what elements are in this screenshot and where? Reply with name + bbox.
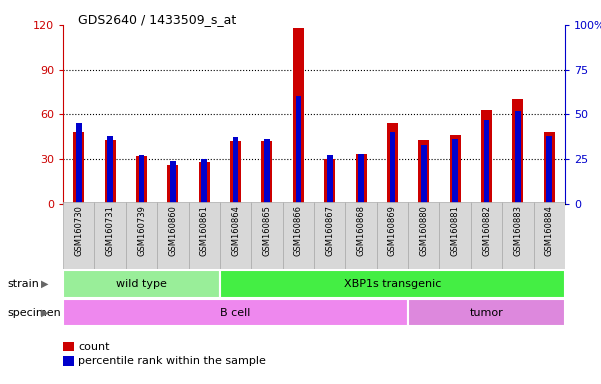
Bar xyxy=(314,202,346,269)
Bar xyxy=(136,156,147,204)
Bar xyxy=(108,136,113,204)
Text: percentile rank within the sample: percentile rank within the sample xyxy=(78,356,266,366)
Bar xyxy=(418,139,429,204)
Text: XBP1s transgenic: XBP1s transgenic xyxy=(344,279,441,289)
Bar xyxy=(471,202,502,269)
Bar xyxy=(534,202,565,269)
Bar xyxy=(439,202,471,269)
Bar xyxy=(168,165,178,204)
Text: GDS2640 / 1433509_s_at: GDS2640 / 1433509_s_at xyxy=(78,13,236,26)
Text: GSM160730: GSM160730 xyxy=(75,205,84,256)
Text: GSM160860: GSM160860 xyxy=(168,205,177,256)
Bar xyxy=(105,139,115,204)
Bar xyxy=(408,299,565,326)
Bar xyxy=(484,119,489,204)
Text: GSM160882: GSM160882 xyxy=(482,205,491,256)
Bar xyxy=(377,202,408,269)
Bar xyxy=(453,139,458,204)
Bar xyxy=(63,202,94,269)
Bar xyxy=(220,202,251,269)
Bar xyxy=(450,135,460,204)
Bar xyxy=(513,99,523,204)
Bar xyxy=(199,162,210,204)
Bar xyxy=(515,111,520,204)
Bar xyxy=(230,141,241,204)
Bar xyxy=(264,139,270,204)
Bar xyxy=(346,202,377,269)
Bar xyxy=(157,202,189,269)
Bar xyxy=(293,28,304,204)
Bar xyxy=(251,202,282,269)
Bar xyxy=(139,155,144,204)
Bar xyxy=(94,202,126,269)
Bar xyxy=(324,159,335,204)
Bar xyxy=(73,132,84,204)
Text: GSM160864: GSM160864 xyxy=(231,205,240,256)
Text: GSM160884: GSM160884 xyxy=(545,205,554,256)
Text: strain: strain xyxy=(7,279,39,289)
Text: GSM160883: GSM160883 xyxy=(513,205,522,256)
Bar xyxy=(356,154,367,204)
Bar xyxy=(421,145,427,204)
Text: tumor: tumor xyxy=(469,308,504,318)
Bar xyxy=(327,155,332,204)
Bar xyxy=(387,123,398,204)
Text: B cell: B cell xyxy=(221,308,251,318)
Text: GSM160865: GSM160865 xyxy=(263,205,272,256)
Bar xyxy=(189,202,220,269)
Bar xyxy=(170,161,175,204)
Text: GSM160867: GSM160867 xyxy=(325,205,334,256)
Text: ▶: ▶ xyxy=(41,279,48,289)
Bar xyxy=(408,202,439,269)
Text: GSM160866: GSM160866 xyxy=(294,205,303,256)
Bar xyxy=(220,270,565,298)
Text: GSM160880: GSM160880 xyxy=(419,205,429,256)
Bar xyxy=(126,202,157,269)
Bar xyxy=(546,136,552,204)
Text: GSM160731: GSM160731 xyxy=(106,205,115,256)
Bar xyxy=(502,202,534,269)
Text: GSM160861: GSM160861 xyxy=(200,205,209,256)
Bar xyxy=(358,154,364,204)
Text: specimen: specimen xyxy=(7,308,61,318)
Bar xyxy=(63,270,220,298)
Text: wild type: wild type xyxy=(116,279,167,289)
Bar xyxy=(481,110,492,204)
Bar xyxy=(201,159,207,204)
Text: GSM160868: GSM160868 xyxy=(356,205,365,256)
Text: GSM160739: GSM160739 xyxy=(137,205,146,256)
Bar xyxy=(544,132,555,204)
Bar xyxy=(389,132,395,204)
Text: ▶: ▶ xyxy=(41,308,48,318)
Bar xyxy=(76,123,82,204)
Bar xyxy=(63,299,408,326)
Text: GSM160881: GSM160881 xyxy=(451,205,460,256)
Bar xyxy=(296,96,301,204)
Bar xyxy=(282,202,314,269)
Bar xyxy=(261,141,272,204)
Text: GSM160869: GSM160869 xyxy=(388,205,397,256)
Text: count: count xyxy=(78,342,109,352)
Bar xyxy=(233,137,239,204)
